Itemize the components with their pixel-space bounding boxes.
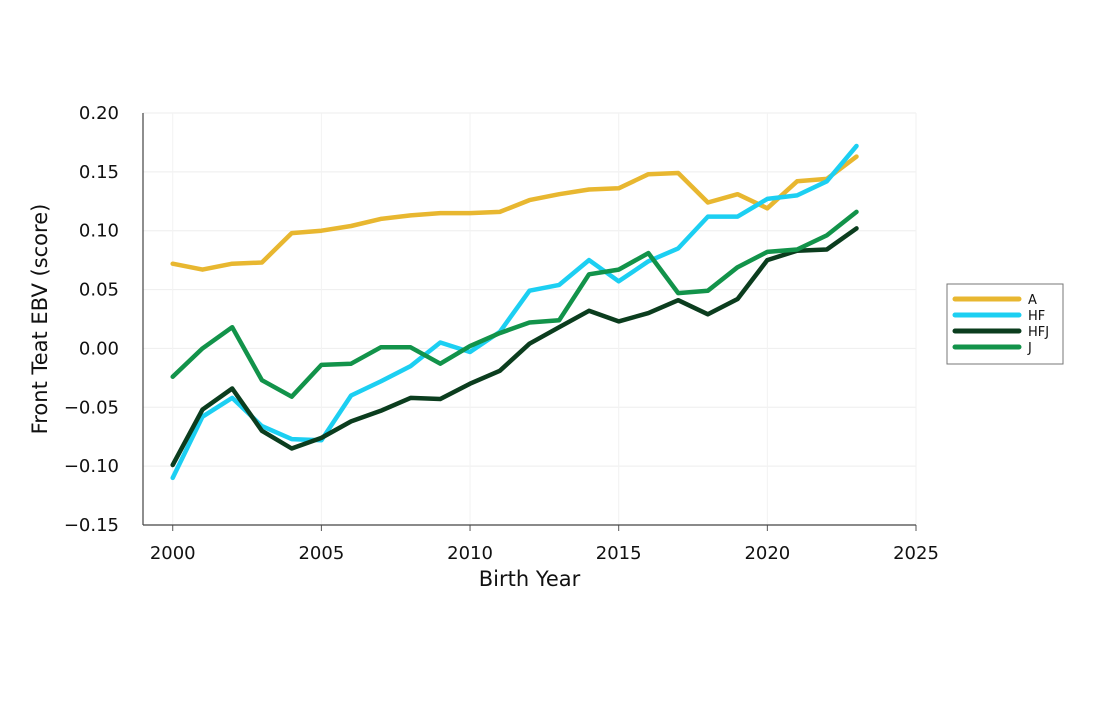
y-tick-label: −0.05 xyxy=(64,397,119,418)
y-tick-label: 0.15 xyxy=(79,162,119,183)
x-tick-label: 2015 xyxy=(596,543,642,564)
y-tick-label: −0.10 xyxy=(64,456,119,477)
legend-label-hfj: HFJ xyxy=(1028,325,1049,340)
x-tick-label: 2005 xyxy=(298,543,344,564)
legend-label-j: J xyxy=(1027,341,1032,356)
series-line-a xyxy=(170,154,859,272)
x-tick-label: 2020 xyxy=(744,543,790,564)
tick-labels: −0.15 −0.10 −0.05 0.00 0.05 0.10 0.15 0.20 2000 2… xyxy=(64,103,939,564)
legend-box xyxy=(946,283,1064,365)
x-axis-title: Birth Year xyxy=(479,567,581,591)
y-tick-label: 0.10 xyxy=(79,221,119,242)
axes xyxy=(142,113,917,531)
legend-label-hf: HF xyxy=(1028,309,1045,324)
grid-lines xyxy=(143,112,917,526)
y-tick-label: 0.05 xyxy=(79,280,119,301)
y-tick-label: 0.20 xyxy=(79,103,119,124)
series-lines xyxy=(170,143,859,481)
x-tick-label: 2025 xyxy=(893,543,939,564)
x-tick-label: 2000 xyxy=(150,543,196,564)
legend-label-a: A xyxy=(1028,293,1037,308)
y-tick-label: 0.00 xyxy=(79,338,119,359)
y-axis-title: Front Teat EBV (score) xyxy=(28,204,52,435)
series-line-hfj xyxy=(170,226,859,468)
series-line-j xyxy=(170,209,859,399)
y-tick-label: −0.15 xyxy=(64,515,119,536)
series-line-hf xyxy=(170,143,859,481)
x-tick-label: 2010 xyxy=(447,543,493,564)
